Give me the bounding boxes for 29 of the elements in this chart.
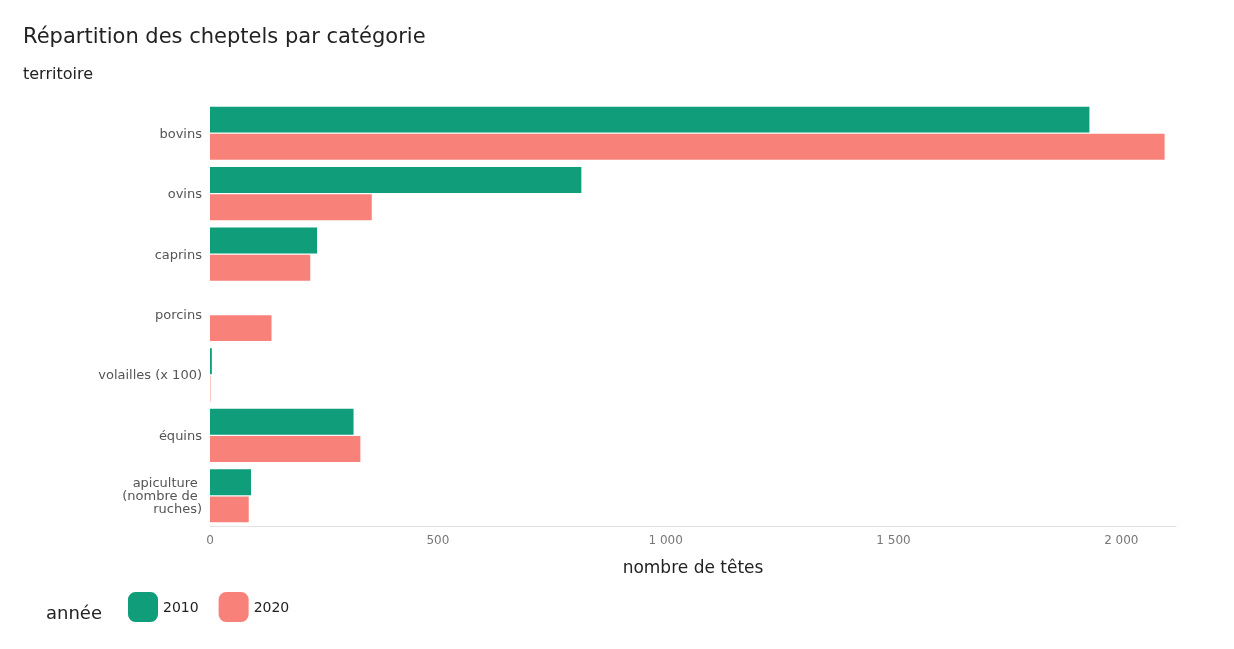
bar [210, 227, 318, 254]
bar [210, 436, 361, 462]
x-tick-label: 1 000 [648, 533, 683, 547]
y-tick-label: bovins [159, 125, 203, 141]
bar [210, 469, 252, 496]
x-tick-label: 0 [206, 533, 214, 547]
legend-title: année [46, 601, 102, 623]
y-tick-label: volailles (x 100) [98, 367, 202, 383]
x-tick-label: 500 [426, 533, 450, 547]
legend-label: 2020 [253, 599, 290, 615]
bar [210, 254, 311, 281]
y-tick-label: porcins [154, 307, 203, 322]
y-tick-label: caprins [154, 246, 203, 262]
bar [210, 408, 354, 435]
y-tick-label: ovins [167, 186, 203, 202]
y-tick-label: apiculture (nombre de ruches) [122, 475, 202, 517]
bar [210, 496, 249, 523]
bar [210, 167, 582, 193]
x-tick-label: 1 500 [876, 533, 911, 547]
bar [210, 194, 372, 221]
bar [210, 315, 272, 342]
y-tick-label: équins [158, 427, 203, 443]
x-axis-title: nombre de têtes [622, 556, 764, 577]
chart-title: Répartition des cheptels par catégorie [23, 23, 426, 48]
bar [210, 133, 1165, 160]
bar [210, 106, 1090, 133]
x-tick-label: 2 000 [1104, 533, 1139, 547]
text: territoire [23, 63, 94, 83]
legend-label: 2010 [163, 599, 199, 615]
